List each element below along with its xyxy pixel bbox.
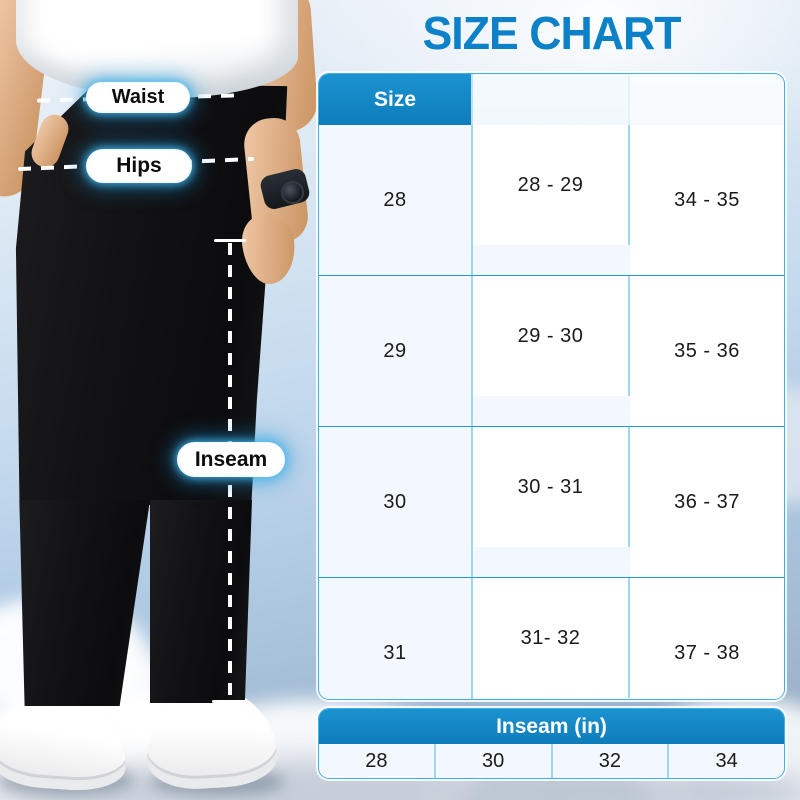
pants-right-leg — [150, 500, 252, 703]
waist-cell: 31- 32 — [473, 578, 630, 698]
size-table-header: Size Waist (in) Hips (in) — [319, 74, 784, 224]
inseam-value-cell: 28 — [319, 744, 436, 778]
waist-cell: 28 - 29 — [473, 125, 630, 245]
hips-cell: 36 - 37 — [630, 427, 784, 577]
size-cell: 28 — [319, 125, 473, 275]
hips-cell: 35 - 36 — [630, 276, 784, 426]
inseam-table-header: Inseam (in) — [319, 709, 784, 744]
table-row: 28 28 - 29 34 - 35 — [319, 125, 784, 276]
hips-label: Hips — [116, 154, 162, 177]
hips-label-pill: Hips — [88, 151, 190, 181]
size-cell: 29 — [319, 276, 473, 426]
column-header-size: Size — [319, 74, 473, 125]
inseam-label-pill: Inseam — [179, 444, 283, 475]
waist-cell: 30 - 31 — [473, 427, 630, 547]
wristwatch-face — [281, 181, 304, 204]
size-cell: 31 — [319, 578, 473, 699]
waist-label-pill: Waist — [88, 84, 188, 111]
inseam-bottom-cap — [212, 700, 248, 703]
inseam-value-cell: 30 — [436, 744, 553, 778]
inseam-value-cell: 34 — [715, 749, 738, 772]
inseam-values-row: 28 30 32 34 — [319, 744, 784, 778]
inseam-value-cell: 32 — [553, 744, 670, 778]
waist-cell: 29 - 30 — [473, 276, 630, 396]
size-cell: 30 — [319, 427, 473, 577]
page-title: SIZE CHART — [422, 7, 681, 59]
inseam-top-cap — [214, 239, 246, 242]
inseam-label: Inseam — [194, 447, 268, 471]
table-row: 30 30 - 31 36 - 37 — [319, 427, 784, 578]
inseam-table: Inseam (in) 28 30 32 34 — [318, 708, 785, 779]
waist-label: Waist — [111, 86, 165, 108]
size-table-body: 28 28 - 29 34 - 35 29 29 - 30 35 - 36 30 30 -… — [319, 125, 784, 699]
table-row: 29 29 - 30 35 - 36 — [319, 276, 784, 427]
table-row: 31 31- 32 37 - 38 — [319, 578, 784, 699]
hips-cell: 37 - 38 — [630, 578, 784, 699]
hips-cell: 34 - 35 — [630, 125, 784, 275]
